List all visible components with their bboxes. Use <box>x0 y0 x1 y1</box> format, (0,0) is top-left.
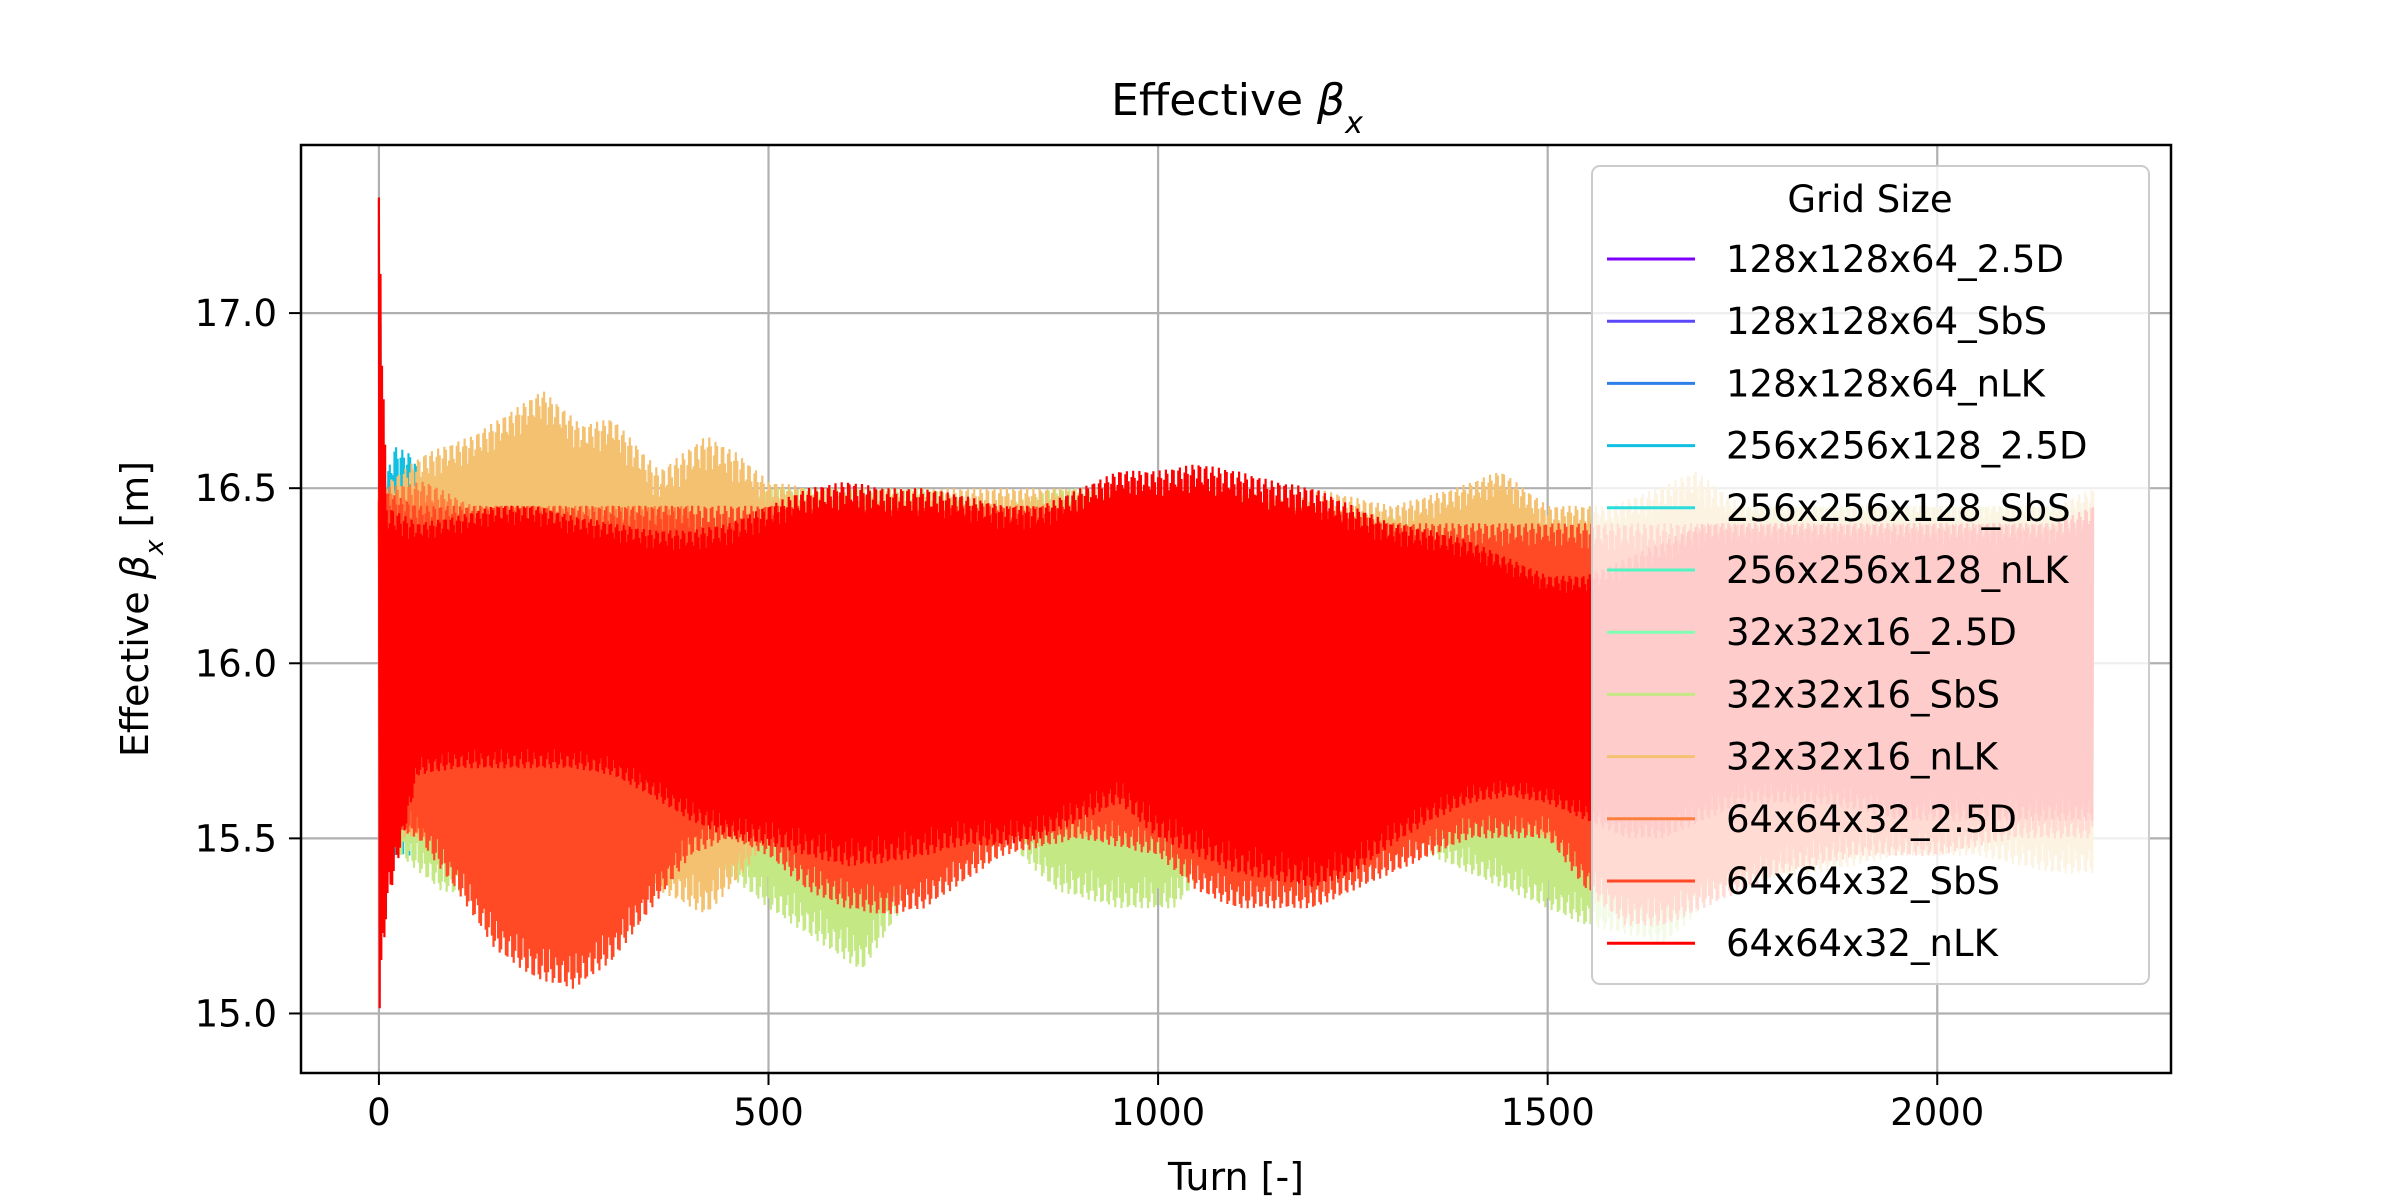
y-tick-label: 15.0 <box>195 992 277 1035</box>
legend: Grid Size 128x128x64_2.5D 128x128x64_SbS 12… <box>1591 165 2150 985</box>
x-tick-label: 2000 <box>1890 1091 1984 1134</box>
plot-frame <box>299 143 2173 1075</box>
axis-ticks: 0 500 1000 1500 2000 15.0 15.5 16.0 16.5 17.0 <box>195 292 1985 1134</box>
legend-entry-label: 256x256x128_2.5D <box>1726 425 2088 468</box>
y-tick-label: 16.0 <box>195 642 277 685</box>
x-tick-label: 500 <box>733 1091 804 1134</box>
legend-entry-label: 64x64x32_nLK <box>1726 922 2000 965</box>
legend-entry-label: 256x256x128_SbS <box>1726 487 2071 530</box>
legend-title: Grid Size <box>1787 178 1952 221</box>
legend-entry-label: 32x32x16_SbS <box>1726 673 2000 716</box>
x-axis-label: Turn [-] <box>1167 1155 1304 1199</box>
y-tick-label: 15.5 <box>195 817 277 860</box>
y-axis-label: Effective βx [m] <box>113 461 170 757</box>
legend-box <box>1591 165 2150 985</box>
y-tick-label: 17.0 <box>195 292 277 335</box>
legend-entry-label: 32x32x16_nLK <box>1726 736 2000 779</box>
legend-entry-label: 128x128x64_2.5D <box>1726 238 2064 281</box>
x-tick-label: 1000 <box>1111 1091 1205 1134</box>
legend-entry-label: 128x128x64_nLK <box>1726 362 2047 405</box>
legend-entry-label: 32x32x16_2.5D <box>1726 611 2017 654</box>
legend-entry-label: 64x64x32_SbS <box>1726 860 2000 903</box>
chart-title: Effective βx <box>1111 75 1363 141</box>
y-tick-label: 16.5 <box>195 467 277 510</box>
x-tick-label: 0 <box>367 1091 391 1134</box>
legend-entry-label: 128x128x64_SbS <box>1726 300 2047 343</box>
legend-entry-label: 256x256x128_nLK <box>1726 549 2070 592</box>
legend-entry-label: 64x64x32_2.5D <box>1726 798 2017 841</box>
x-tick-label: 1500 <box>1501 1091 1595 1134</box>
